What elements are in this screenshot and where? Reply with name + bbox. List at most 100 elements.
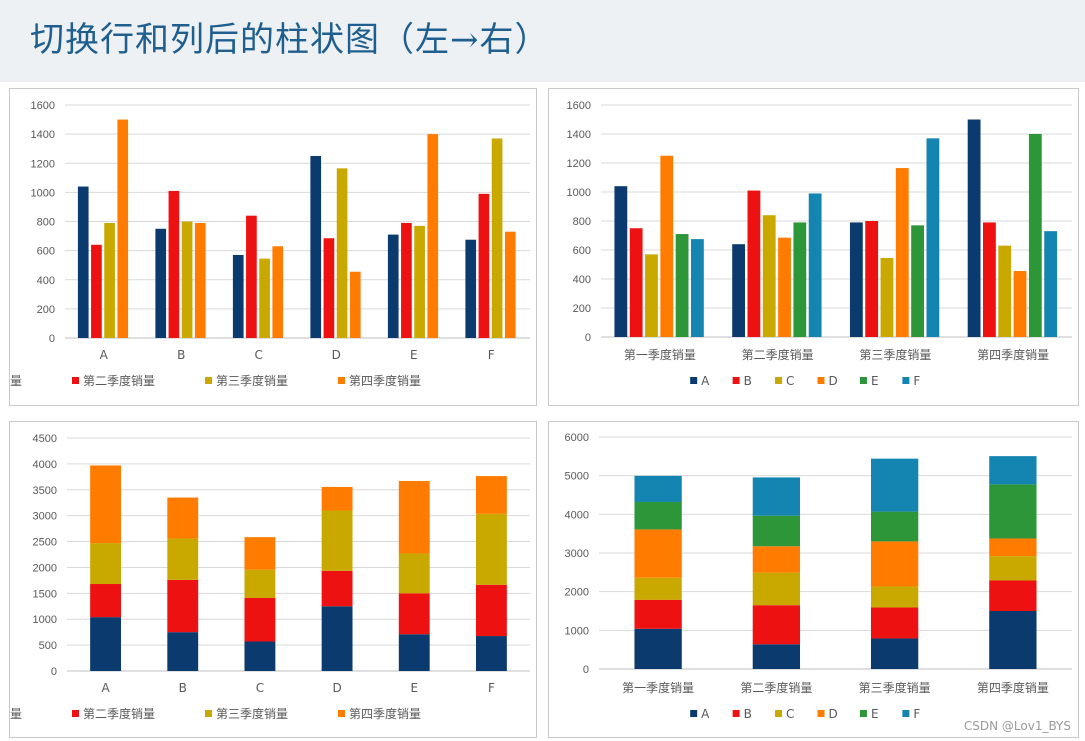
bar-segment [321, 570, 353, 607]
x-tick-label: 第三季度销量 [859, 347, 931, 362]
bar-segment [244, 641, 276, 671]
legend-swatch [338, 710, 345, 717]
legend-swatch [859, 710, 867, 717]
legend-swatch [690, 710, 698, 717]
bar-segment [752, 605, 801, 645]
bar-segment [475, 584, 507, 637]
bar [849, 222, 863, 337]
legend-label: 第三季度销量 [216, 373, 288, 388]
bar [808, 193, 822, 337]
title-band: 切换行和列后的柱状图（左→右） [0, 0, 1085, 82]
x-tick-label: 第四季度销量 [977, 680, 1049, 695]
y-tick-label: 3500 [33, 485, 57, 497]
chart-grouped-by-product: 0 200 400 600 800 1000 1200 1400 1600 A B C D E F 第一季度销… [10, 100, 530, 388]
legend-label: 第一季度销量 [10, 706, 22, 721]
x-tick-label: F [488, 348, 495, 362]
chart-grouped-by-quarter: 0 200 400 600 800 1000 1200 1400 1600 第一季度销量 第二季度销… [567, 100, 1072, 388]
x-tick-label: D [332, 681, 341, 695]
bar-segment [167, 538, 199, 580]
page-title: 切换行和列后的柱状图（左→右） [30, 20, 550, 60]
x-tick-label: 第一季度销量 [624, 347, 696, 362]
bar-segment [989, 484, 1037, 539]
legend-swatch [817, 710, 825, 717]
bar [911, 225, 924, 337]
bar [1028, 134, 1042, 337]
bar [491, 138, 503, 338]
x-tick-label: 第一季度销量 [622, 680, 694, 695]
x-tick-label: D [332, 348, 341, 362]
bar-segment [244, 597, 276, 642]
bar [91, 244, 102, 338]
bar [629, 228, 643, 337]
legend-swatch [205, 377, 212, 384]
bar-segment [989, 611, 1037, 669]
y-tick-label: 5000 [565, 471, 589, 483]
legend-label: A [701, 374, 710, 388]
bar-segment [398, 593, 430, 635]
x-tick-label: 第四季度销量 [977, 347, 1049, 362]
bar [168, 190, 180, 338]
bar [793, 222, 807, 337]
y-tick-label: 0 [51, 666, 57, 678]
bar-segment [244, 569, 276, 598]
bar [104, 222, 115, 338]
y-tick-label: 3000 [565, 548, 589, 560]
bar [465, 239, 477, 338]
chart-panel-bottom-left: 0 500 1000 1500 2000 2500 3000 3500 4000 4500 A B C D… [9, 421, 537, 738]
bar [998, 245, 1012, 337]
y-tick-label: 2000 [33, 562, 57, 574]
x-tick-label: 第二季度销量 [740, 680, 812, 695]
bar [967, 119, 981, 337]
bar-segment [90, 543, 122, 585]
bar-segment [321, 486, 353, 511]
y-tick-label: 1500 [33, 588, 57, 600]
chart-panel-bottom-right: 0 1000 2000 3000 4000 5000 6000 第一季度销量 第二季度销量 第三季… [548, 421, 1079, 738]
bar-segment [989, 580, 1037, 611]
bar-segment [90, 617, 122, 671]
bar [504, 231, 516, 338]
legend-label: D [829, 707, 838, 721]
y-tick-label: 600 [573, 245, 591, 257]
legend-label: D [829, 374, 838, 388]
legend-label: C [786, 707, 794, 721]
y-tick-label: 200 [37, 304, 55, 316]
y-tick-label: 1600 [31, 100, 55, 112]
y-tick-label: 1000 [567, 187, 591, 199]
bar-segment [634, 475, 682, 502]
bar [1013, 271, 1027, 337]
y-tick-label: 400 [573, 274, 591, 286]
bar-segment [634, 529, 682, 578]
y-tick-label: 200 [573, 303, 591, 315]
bar-segment [870, 458, 919, 512]
bar [865, 221, 879, 337]
x-tick-label: F [488, 681, 495, 695]
y-tick-label: 1600 [567, 100, 591, 112]
y-tick-label: 4500 [33, 433, 57, 445]
bar-segment [90, 584, 122, 618]
bar [349, 271, 361, 338]
bar [310, 155, 322, 338]
bar-segment [321, 606, 353, 671]
bar [478, 193, 490, 338]
legend-label: 第二季度销量 [83, 373, 155, 388]
bar [323, 238, 335, 338]
bar-segment [475, 513, 507, 585]
bar [155, 228, 167, 338]
legend-swatch [690, 377, 698, 384]
bar [895, 168, 909, 337]
bar [414, 225, 425, 338]
bar [1044, 231, 1058, 337]
bar-segment [167, 579, 199, 633]
bar-segment [90, 465, 122, 544]
bar-segment [752, 515, 801, 547]
x-tick-label: A [101, 681, 110, 695]
bar-segment [398, 480, 430, 554]
bar-segment [634, 501, 682, 530]
y-tick-label: 0 [583, 664, 589, 676]
bar [747, 190, 761, 337]
bar-segment [475, 476, 507, 514]
legend-label: 第一季度销量 [10, 373, 22, 388]
bar-segment [752, 546, 801, 573]
legend-label: 第三季度销量 [216, 706, 288, 721]
y-tick-label: 2000 [565, 587, 589, 599]
